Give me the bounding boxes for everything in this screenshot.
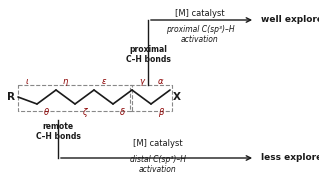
Bar bbox=[130, 85, 172, 111]
Text: γ: γ bbox=[139, 77, 144, 86]
Text: X: X bbox=[173, 92, 181, 102]
Text: ζ: ζ bbox=[82, 108, 87, 117]
Text: [M] catalyst: [M] catalyst bbox=[175, 9, 225, 18]
Text: α: α bbox=[158, 77, 163, 86]
Text: η: η bbox=[63, 77, 68, 86]
Text: proximal
C–H bonds: proximal C–H bonds bbox=[126, 45, 170, 64]
Text: ι: ι bbox=[26, 77, 29, 86]
Text: δ: δ bbox=[120, 108, 125, 117]
Text: well explored: well explored bbox=[261, 15, 319, 25]
Text: θ: θ bbox=[44, 108, 49, 117]
Text: remote
C–H bonds: remote C–H bonds bbox=[35, 122, 80, 141]
Text: proximal C(sp³)–H
activation: proximal C(sp³)–H activation bbox=[166, 25, 234, 44]
Text: [M] catalyst: [M] catalyst bbox=[133, 139, 183, 148]
Text: β: β bbox=[158, 108, 163, 117]
Text: less explored: less explored bbox=[261, 153, 319, 163]
Text: R: R bbox=[7, 92, 15, 102]
Bar bbox=[18, 85, 132, 111]
Text: ε: ε bbox=[101, 77, 106, 86]
Text: distal C(sp³)–H
activation: distal C(sp³)–H activation bbox=[130, 155, 186, 174]
